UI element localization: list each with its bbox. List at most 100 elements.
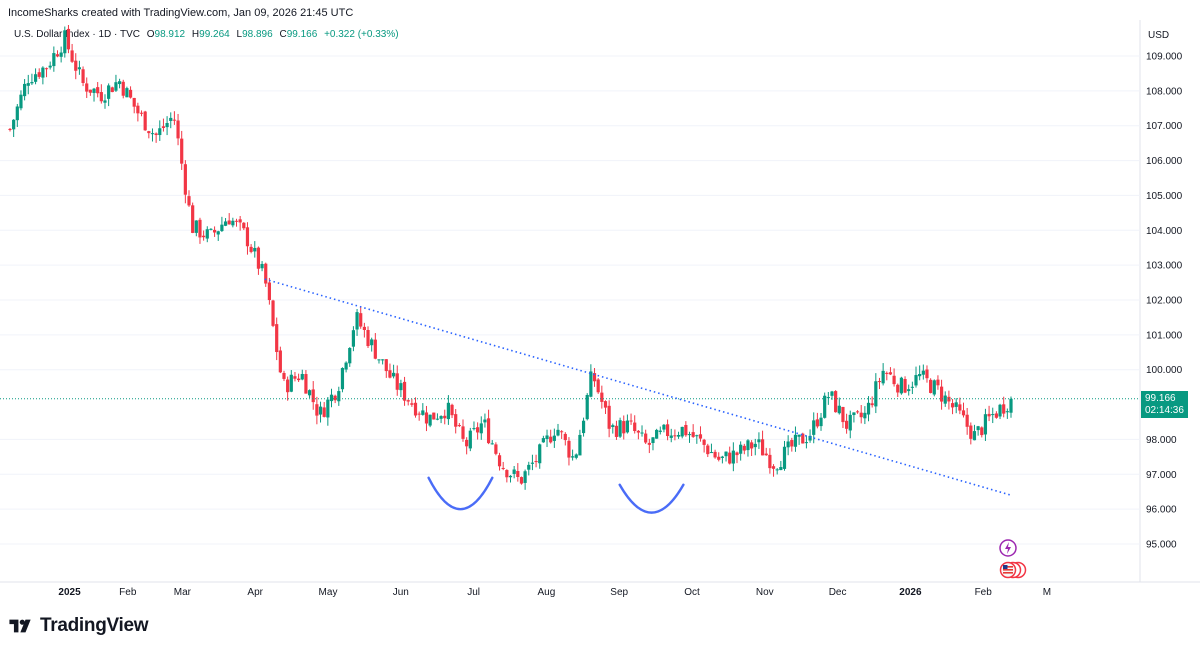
candle-body: [333, 395, 337, 401]
candle-body: [413, 402, 418, 416]
candle-body: [585, 394, 589, 420]
candle-body: [289, 374, 293, 392]
time-axis[interactable]: 2025 Feb Mar Apr May Jun Jul Aug Sep Oct Nov Dec 202…: [58, 587, 1051, 598]
candle-body: [907, 389, 911, 392]
candle-body: [286, 379, 290, 393]
candle-body: [454, 414, 458, 427]
candle-body: [527, 464, 531, 470]
candle-body: [88, 89, 92, 93]
candle-body: [545, 435, 549, 440]
currency-label[interactable]: USD: [1148, 30, 1170, 41]
candle-body: [932, 380, 936, 395]
candle-body: [519, 477, 524, 484]
candle-body: [1005, 411, 1009, 413]
candle-body: [388, 370, 392, 378]
event-markers[interactable]: [998, 538, 1030, 580]
candle-body: [410, 403, 414, 405]
rounded-bottom-curve[interactable]: [618, 483, 685, 514]
descending-trendline[interactable]: [264, 278, 1012, 496]
lightning-icon[interactable]: [999, 539, 1017, 557]
candle-body: [344, 362, 348, 370]
candle-body: [373, 339, 377, 359]
high-value: 99.264: [199, 29, 230, 40]
candle-body: [249, 246, 253, 252]
candle-body: [494, 444, 498, 454]
candle-body: [567, 440, 571, 458]
candle-body: [753, 443, 757, 448]
candle-body: [768, 454, 772, 469]
tradingview-logo[interactable]: TradingView: [8, 615, 149, 637]
candle-body: [786, 441, 790, 448]
symbol-legend[interactable]: U.S. Dollar Index · 1D · TVC O98.912 H99…: [14, 29, 399, 40]
candle-body: [370, 339, 374, 346]
candle-body: [571, 456, 575, 458]
candle-body: [497, 455, 502, 467]
candle-body: [589, 371, 593, 397]
candle-body: [760, 439, 765, 456]
candle-body: [910, 386, 914, 388]
candle-body: [63, 30, 67, 54]
candle-body: [1002, 404, 1006, 414]
candle-body: [55, 54, 60, 57]
price-tick-label: 96.000: [1146, 505, 1177, 516]
candle-body: [377, 359, 381, 361]
candle-body: [457, 425, 461, 427]
time-tick-label: Aug: [538, 587, 556, 598]
candle-body: [359, 313, 363, 327]
candle-body: [443, 415, 447, 419]
chart-credit: IncomeSharks created with TradingView.co…: [8, 7, 354, 19]
candle-body: [757, 439, 761, 443]
candle-body: [713, 451, 717, 458]
candle-body: [275, 324, 279, 353]
candle-body: [143, 111, 147, 131]
time-tick-label: M: [1043, 587, 1051, 598]
candle-body: [779, 467, 783, 471]
price-tick-label: 107.000: [1146, 121, 1183, 132]
candle-body: [172, 119, 176, 121]
candle-body: [30, 82, 34, 84]
candle-body: [362, 326, 366, 330]
price-tick-label: 108.000: [1146, 86, 1183, 97]
candle-body: [801, 433, 805, 444]
candle-body: [790, 440, 794, 447]
candle-body: [826, 397, 830, 399]
candle-body: [647, 442, 651, 445]
candle-body: [720, 456, 724, 458]
candle-body: [158, 128, 162, 136]
candle-body: [205, 229, 209, 239]
candle-body: [819, 417, 823, 427]
candle-body: [534, 461, 538, 463]
candle-body: [618, 420, 622, 437]
candlestick-series: [0, 24, 1140, 490]
candle-body: [103, 100, 107, 103]
price-tick-label: 109.000: [1146, 52, 1183, 63]
candle-body: [366, 330, 370, 347]
time-tick-label: 2025: [58, 587, 81, 598]
price-tick-label: 95.000: [1146, 540, 1177, 551]
price-axis[interactable]: 109.000 108.000 107.000 106.000 105.000 104.0…: [1146, 52, 1183, 551]
candle-body: [578, 434, 582, 456]
candle-body: [486, 418, 491, 444]
candle-body: [560, 431, 564, 433]
candle-body: [870, 403, 874, 406]
rounded-bottom-curve[interactable]: [427, 476, 494, 511]
candle-body: [709, 452, 714, 454]
last-price-tag: 99.166 02:14:36: [1141, 391, 1188, 418]
candle-body: [318, 406, 323, 415]
change-value: +0.322 (+0.33%): [324, 29, 399, 40]
candle-body: [282, 372, 286, 379]
candle-body: [191, 205, 195, 233]
candle-body: [841, 406, 845, 423]
candle-body: [914, 375, 918, 386]
candle-body: [490, 443, 494, 445]
candle-body: [640, 432, 644, 434]
candle-body: [1009, 398, 1013, 413]
candle-body: [684, 424, 688, 436]
candle-body: [863, 412, 867, 419]
us-flag-icon[interactable]: [999, 561, 1027, 579]
candle-body: [804, 442, 809, 444]
candle-body: [965, 414, 969, 427]
candle-body: [998, 404, 1002, 417]
candle-body: [311, 389, 315, 403]
